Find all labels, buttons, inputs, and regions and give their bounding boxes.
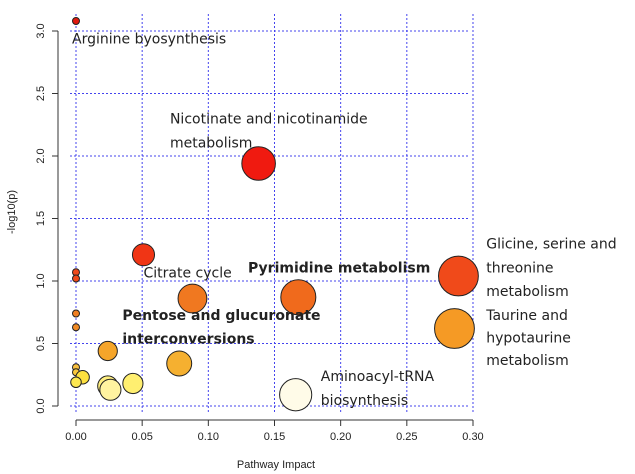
y-tick-label: 3.0 bbox=[35, 23, 47, 38]
x-tick-label: 0.05 bbox=[131, 431, 152, 443]
data-point bbox=[241, 146, 276, 181]
pathway-annotation: Taurine and bbox=[485, 308, 568, 324]
data-point bbox=[70, 376, 82, 389]
pathway-annotation: metabolism bbox=[170, 135, 252, 151]
data-point bbox=[72, 17, 80, 25]
data-point bbox=[166, 350, 193, 377]
y-tick-label: 1.0 bbox=[35, 273, 47, 288]
x-tick-label: 0.10 bbox=[198, 431, 219, 443]
pathway-annotation: metabolism bbox=[486, 353, 568, 369]
data-point bbox=[434, 308, 475, 349]
pathway-annotation: metabolism bbox=[486, 284, 568, 300]
data-point bbox=[72, 274, 80, 283]
y-tick-label: 1.5 bbox=[35, 211, 47, 226]
pathway-annotation: hypotaurine bbox=[486, 330, 571, 346]
x-tick-label: 0.00 bbox=[65, 431, 86, 443]
pathway-annotations: Arginine byosynthesis Nicotinate and nico… bbox=[72, 32, 617, 409]
y-tick-label: 0.5 bbox=[35, 336, 47, 351]
y-tick-label: 0.0 bbox=[35, 398, 47, 413]
pathway-annotation: Arginine byosynthesis bbox=[72, 32, 226, 48]
data-point bbox=[279, 378, 313, 412]
data-point bbox=[131, 243, 156, 267]
plot-grid bbox=[70, 14, 474, 412]
pathway-annotation: biosynthesis bbox=[321, 393, 408, 409]
x-tick-label: 0.15 bbox=[264, 431, 285, 443]
plot-axes: 0.0 0.5 1.0 1.5 2.0 2.5 3.0 0.00 0.05 0.10 0.15 0.2… bbox=[35, 23, 484, 443]
pathway-annotation: interconversions bbox=[122, 332, 254, 348]
pathway-annotation: Nicotinate and nicotinamide bbox=[170, 112, 368, 128]
y-tick-label: 2.5 bbox=[35, 86, 47, 101]
data-point bbox=[177, 283, 208, 314]
y-axis-label: -log10(p) bbox=[6, 190, 18, 234]
pathway-annotation: threonine bbox=[486, 260, 553, 276]
pathway-annotation: Pyrimidine metabolism bbox=[248, 260, 430, 276]
data-point bbox=[72, 309, 80, 318]
pathway-annotation: Glicine, serine and bbox=[486, 237, 616, 253]
x-tick-label: 0.30 bbox=[462, 431, 483, 443]
data-point bbox=[122, 372, 144, 395]
data-point bbox=[438, 255, 479, 297]
pathway-annotation: Aminoacyl-tRNA bbox=[321, 369, 435, 385]
x-tick-label: 0.20 bbox=[330, 431, 351, 443]
x-axis-label: Pathway Impact bbox=[237, 459, 315, 471]
data-point bbox=[99, 378, 122, 401]
pathway-annotation: Pentose and glucuronate bbox=[122, 308, 320, 324]
x-tick-label: 0.25 bbox=[396, 431, 417, 443]
data-point bbox=[72, 323, 80, 332]
pathway-annotation: Citrate cycle bbox=[143, 265, 231, 281]
data-point bbox=[97, 340, 118, 362]
data-points bbox=[70, 17, 479, 412]
y-tick-label: 2.0 bbox=[35, 148, 47, 163]
data-point bbox=[280, 279, 317, 316]
